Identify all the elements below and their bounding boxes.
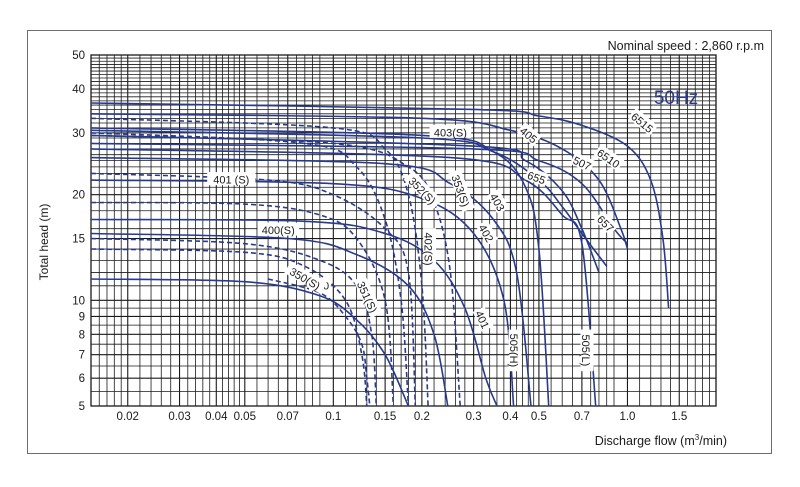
series-curve-401-s- (90, 201, 395, 407)
curve-label-text: 402(S) (422, 232, 434, 265)
curve-label-bg (429, 124, 472, 138)
y-tick-label: 30 (72, 128, 85, 140)
curve-label: 402(S) (422, 228, 437, 270)
curve-label: 353(S) (448, 168, 475, 213)
series-curve-352-s- (90, 132, 410, 407)
x-tick-label: 1.0 (619, 411, 635, 423)
curve-label-bg (423, 228, 437, 270)
curve-label-text: 403(S) (434, 127, 467, 139)
series-curve-351-s- (267, 278, 371, 407)
series-curve-402 (90, 218, 498, 407)
curve-label-bg (257, 222, 300, 236)
x-tick-label: 0.02 (117, 411, 139, 423)
x-tick-label: 0.1 (325, 411, 341, 423)
curve-label-text: 401 (S) (213, 175, 249, 187)
x-tick-label: 0.15 (374, 411, 396, 423)
curve-label: 655 (524, 166, 550, 188)
x-tick-label: 0.5 (531, 411, 547, 423)
y-tick-label: 15 (72, 234, 85, 246)
curve-label-bg (580, 329, 594, 372)
series-curve-350-s- (90, 248, 368, 407)
curve-label-bg (593, 144, 625, 172)
y-tick-label: 8 (79, 329, 85, 341)
curve-label-text: 400(S) (262, 225, 295, 237)
y-tick-label: 50 (72, 50, 85, 62)
y-tick-label: 40 (72, 84, 85, 96)
curve-label-text: 655 (525, 170, 546, 188)
curve-label: 402 (476, 220, 499, 246)
tick-labels: 0.02 0.03 0.04 0.05 0.07 0.1 0.15 0.2 0.3 0.4 0.5 0… (72, 50, 687, 423)
y-tick-label: 10 (72, 295, 85, 307)
series-curve-403-s- (90, 134, 461, 407)
y-tick-label: 7 (79, 350, 85, 362)
y-axis-label: Total head (m) (37, 204, 51, 281)
series-curve-403 (90, 179, 515, 407)
curve-label: 403(S) (429, 124, 472, 139)
x-axis-label: Discharge flow (m3/min) (595, 433, 727, 448)
series-curve-400-s- (90, 237, 378, 407)
series-curve-402-s- (90, 172, 417, 407)
y-tick-label: 20 (72, 190, 85, 202)
series-curve-405 (90, 156, 532, 407)
x-tick-label: 0.7 (574, 411, 590, 423)
x-tick-label: 0.4 (502, 411, 519, 423)
chart-frame (27, 30, 772, 454)
series-curve-505-h- (90, 127, 550, 407)
series-curve-401 (90, 232, 449, 407)
curve-label-bg (448, 168, 475, 213)
curve-label-bg (207, 172, 256, 186)
curve-label-bg (508, 329, 522, 372)
series-curve-6515 (90, 102, 670, 309)
curve-label-bg (284, 261, 327, 294)
curve-label-text: 505(L) (579, 335, 591, 367)
series-curve-505-l- (90, 148, 597, 407)
series-curve-400 (90, 278, 410, 407)
curve-label-bg (524, 166, 550, 187)
curve-label-bg (353, 275, 383, 319)
curve-labels: 65156510507655657405403402401400403(S)35… (207, 107, 658, 372)
curve-label: 400(S) (257, 222, 300, 237)
curve-label: 6510 (593, 144, 625, 172)
curve-label: 401 (472, 306, 494, 332)
curve-label-bg (569, 151, 596, 173)
x-tick-label: 0.3 (466, 411, 482, 423)
curve-label-bg (487, 189, 510, 215)
x-tick-label: 1.5 (671, 411, 687, 423)
y-tick-label: 6 (79, 373, 85, 385)
x-tick-label: 0.04 (205, 411, 228, 423)
frequency-label: 50Hz (654, 88, 698, 109)
x-tick-label: 0.07 (277, 411, 299, 423)
x-tick-label: 0.2 (414, 411, 430, 423)
curve-label: 505(H) (507, 329, 522, 372)
curve-label: 505(L) (579, 329, 594, 372)
curve-label-bg (593, 210, 619, 236)
curve-label-text: 505(H) (507, 334, 519, 368)
curve-label-bg (472, 306, 494, 332)
y-tick-label: 9 (79, 311, 85, 323)
x-tick-label: 0.03 (168, 411, 190, 423)
nominal-speed-annotation: Nominal speed : 2,860 r.p.m (608, 39, 764, 53)
curve-label-bg (403, 170, 443, 210)
plot-area-border (90, 54, 717, 407)
curve-label-bg (627, 107, 658, 136)
y-tick-label: 5 (79, 401, 85, 413)
curve-label: 401 (S) (207, 172, 256, 187)
curve-label-bg (476, 220, 499, 246)
x-tick-label: 0.05 (234, 411, 256, 423)
curve-label-bg (516, 122, 542, 147)
series-curve-353-s- (90, 117, 429, 407)
